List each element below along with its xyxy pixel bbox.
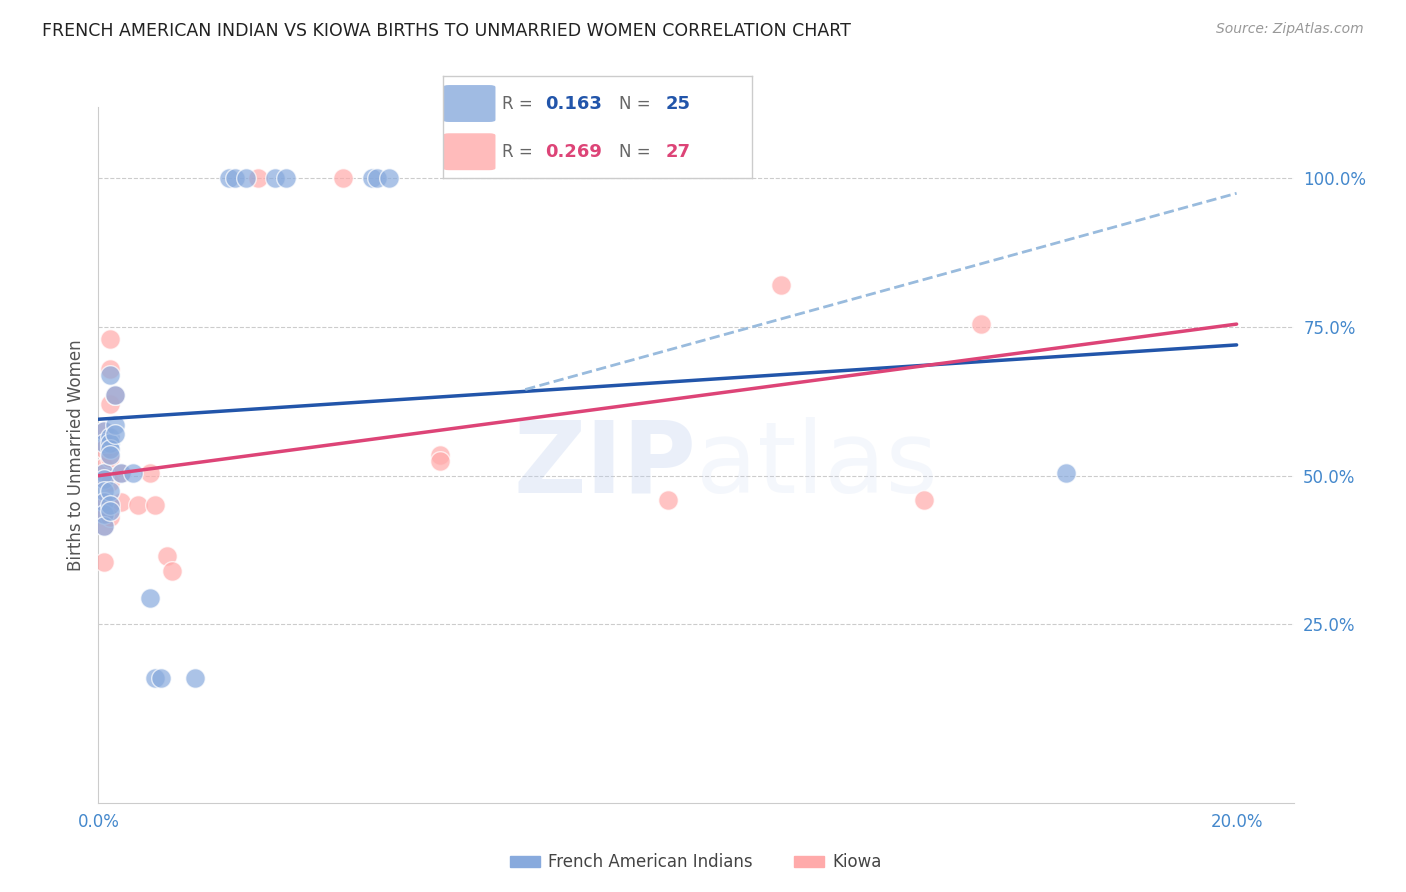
Point — [93, 472, 115, 486]
Point — [98, 448, 121, 462]
Point — [235, 171, 257, 186]
Point — [156, 549, 179, 563]
Point — [93, 424, 115, 438]
Point — [121, 466, 143, 480]
Point — [224, 171, 246, 186]
Point — [93, 495, 115, 509]
Point — [93, 508, 115, 522]
Text: Source: ZipAtlas.com: Source: ZipAtlas.com — [1216, 22, 1364, 37]
Point — [360, 171, 382, 186]
Point — [98, 442, 121, 456]
Point — [93, 495, 115, 509]
Point — [138, 466, 160, 480]
Point — [93, 519, 115, 533]
Point — [332, 171, 354, 186]
Text: N =: N = — [619, 143, 657, 161]
Point — [429, 454, 451, 468]
Point — [93, 442, 115, 456]
Point — [276, 171, 298, 186]
Point — [150, 671, 173, 685]
Point — [98, 368, 121, 382]
Point — [93, 472, 115, 486]
Point — [98, 510, 121, 524]
Point — [162, 564, 184, 578]
Point — [969, 317, 991, 331]
Point — [93, 436, 115, 450]
Point — [93, 519, 115, 533]
Point — [98, 450, 121, 465]
Point — [98, 499, 121, 513]
Text: 0.163: 0.163 — [546, 95, 602, 112]
Point — [138, 591, 160, 605]
Point — [98, 504, 121, 518]
Point — [246, 171, 269, 186]
Point — [104, 418, 127, 433]
Point — [98, 332, 121, 346]
FancyBboxPatch shape — [443, 85, 495, 122]
Legend: French American Indians, Kiowa: French American Indians, Kiowa — [503, 847, 889, 878]
Point — [770, 278, 793, 293]
Text: FRENCH AMERICAN INDIAN VS KIOWA BIRTHS TO UNMARRIED WOMEN CORRELATION CHART: FRENCH AMERICAN INDIAN VS KIOWA BIRTHS T… — [42, 22, 851, 40]
Text: R =: R = — [502, 95, 537, 112]
Point — [98, 361, 121, 376]
Point — [912, 492, 935, 507]
Point — [657, 492, 679, 507]
Point — [93, 466, 115, 480]
Point — [98, 475, 121, 489]
Point — [93, 459, 115, 474]
Text: ZIP: ZIP — [513, 417, 696, 514]
Point — [98, 397, 121, 411]
Text: R =: R = — [502, 143, 537, 161]
Point — [93, 555, 115, 569]
Text: 0.269: 0.269 — [546, 143, 602, 161]
Point — [98, 430, 121, 444]
Point — [93, 508, 115, 522]
Point — [110, 495, 132, 509]
Point — [143, 671, 166, 685]
FancyBboxPatch shape — [443, 133, 495, 170]
Point — [110, 466, 132, 480]
Point — [104, 388, 127, 402]
Y-axis label: Births to Unmarried Women: Births to Unmarried Women — [66, 339, 84, 571]
Text: N =: N = — [619, 95, 657, 112]
Point — [429, 448, 451, 462]
Text: 25: 25 — [665, 95, 690, 112]
Point — [127, 499, 149, 513]
Text: atlas: atlas — [696, 417, 938, 514]
Point — [104, 388, 127, 402]
Point — [110, 466, 132, 480]
Point — [1054, 466, 1077, 480]
Point — [366, 171, 388, 186]
Point — [104, 427, 127, 442]
Point — [93, 424, 115, 438]
Point — [98, 436, 121, 450]
Point — [263, 171, 285, 186]
Point — [377, 171, 399, 186]
Point — [218, 171, 240, 186]
Point — [184, 671, 207, 685]
Point — [143, 499, 166, 513]
Point — [98, 483, 121, 498]
Point — [98, 499, 121, 513]
Text: 27: 27 — [665, 143, 690, 161]
Point — [93, 483, 115, 498]
